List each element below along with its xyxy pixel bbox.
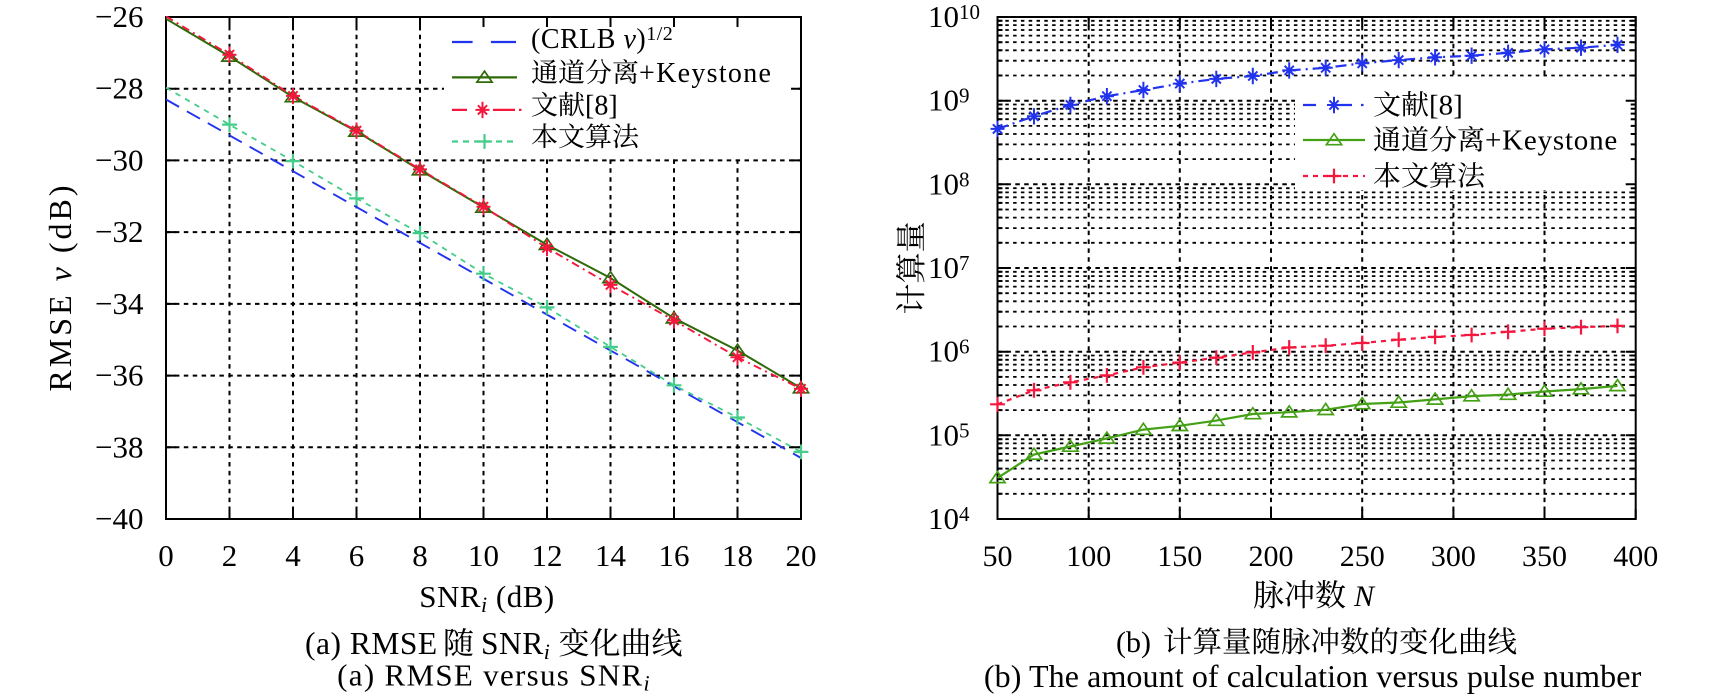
svg-text:−26: −26 — [95, 0, 143, 34]
svg-text:−40: −40 — [95, 501, 143, 536]
svg-text:−36: −36 — [95, 358, 143, 393]
svg-text:150: 150 — [1157, 540, 1202, 573]
svg-text:10: 10 — [928, 250, 959, 285]
svg-text:10: 10 — [928, 334, 959, 369]
svg-text:14: 14 — [595, 538, 627, 573]
svg-text:8: 8 — [412, 538, 428, 573]
svg-text:RMSE v (dB): RMSE v (dB) — [42, 183, 78, 392]
svg-text:−28: −28 — [95, 71, 143, 106]
svg-text:SNRi: SNRi — [481, 626, 550, 664]
svg-text:[8]: [8] — [585, 90, 618, 121]
svg-text:100: 100 — [1066, 540, 1111, 573]
svg-text:10: 10 — [959, 0, 980, 24]
svg-text:8: 8 — [959, 167, 970, 191]
svg-text:[8]: [8] — [1429, 90, 1463, 122]
svg-text:(b): (b) — [1116, 626, 1151, 659]
svg-text:+Keystone: +Keystone — [639, 58, 772, 89]
svg-text:−32: −32 — [95, 214, 143, 249]
svg-text:6: 6 — [959, 335, 970, 359]
svg-text:16: 16 — [659, 538, 690, 573]
svg-text:10: 10 — [928, 417, 959, 452]
svg-text:200: 200 — [1249, 540, 1294, 573]
svg-text:18: 18 — [722, 538, 753, 573]
svg-text:10: 10 — [928, 501, 959, 536]
svg-text:4: 4 — [959, 502, 970, 526]
svg-text:N: N — [1353, 580, 1376, 613]
svg-text:50: 50 — [983, 540, 1013, 573]
svg-text:10: 10 — [468, 538, 499, 573]
svg-text:9: 9 — [959, 84, 970, 108]
svg-text:2: 2 — [222, 538, 238, 573]
svg-text:(a) RMSE versus SNRi: (a) RMSE versus SNRi — [337, 658, 651, 696]
svg-text:300: 300 — [1431, 540, 1476, 573]
svg-text:−30: −30 — [95, 142, 143, 177]
svg-text:20: 20 — [786, 538, 817, 573]
svg-text:+Keystone: +Keystone — [1485, 125, 1618, 157]
svg-text:10: 10 — [928, 166, 959, 201]
svg-text:5: 5 — [959, 418, 970, 442]
svg-text:−34: −34 — [95, 286, 144, 321]
svg-text:400: 400 — [1613, 540, 1658, 573]
svg-text:10: 10 — [928, 83, 959, 118]
svg-text:12: 12 — [532, 538, 563, 573]
svg-text:(a) RMSE: (a) RMSE — [305, 626, 438, 661]
svg-text:4: 4 — [285, 538, 301, 573]
svg-text:250: 250 — [1340, 540, 1385, 573]
svg-text:7: 7 — [959, 251, 970, 275]
svg-text:6: 6 — [349, 538, 365, 573]
svg-text:(b) The amount of calculation: (b) The amount of calculation versus pul… — [984, 658, 1642, 694]
svg-text:0: 0 — [158, 538, 174, 573]
svg-text:10: 10 — [928, 0, 959, 34]
svg-text:350: 350 — [1522, 540, 1567, 573]
svg-text:SNRi (dB): SNRi (dB) — [419, 579, 555, 617]
svg-text:−38: −38 — [95, 429, 143, 464]
